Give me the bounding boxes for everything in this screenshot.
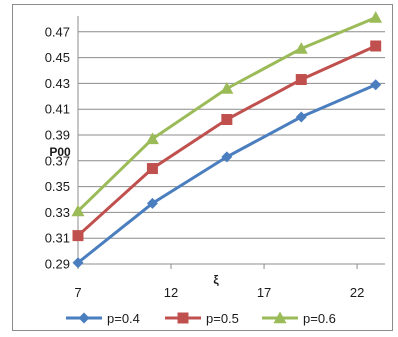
legend-label: p=0.5 [206,311,239,326]
y-tick-label: 0.41 [45,102,70,117]
data-point [370,40,382,52]
data-point [72,230,84,242]
legend-marker [177,312,189,324]
y-tick-label: 0.35 [45,179,70,194]
y-tick-label: 0.37 [45,153,70,168]
data-point [145,132,159,145]
y-tick-label: 0.39 [45,128,70,143]
y-tick-label: 0.45 [45,50,70,65]
data-point [294,42,308,54]
data-point [220,82,234,94]
data-point [71,204,85,217]
y-tick-label: 0.47 [45,24,70,39]
data-point [221,151,233,163]
x-tick-label: 17 [257,285,271,300]
data-point [146,197,158,209]
x-axis-title: ξ [213,273,219,287]
legend-marker [273,311,287,324]
data-point [221,114,233,126]
series-line [78,44,377,237]
x-tick-label: 12 [164,285,178,300]
data-point [146,163,158,175]
series-line [78,83,377,264]
y-axis-title: P00 [49,145,71,159]
y-tick-label: 0.31 [45,231,70,246]
legend-label: p=0.4 [107,311,140,326]
x-tick-label: 7 [74,285,81,300]
data-point [295,111,307,123]
y-tick-label: 0.29 [45,257,70,272]
y-tick-label: 0.43 [45,76,70,91]
data-point [370,79,382,91]
x-tick-label: 22 [350,285,364,300]
data-point [369,11,383,23]
legend-label: p=0.6 [303,311,336,326]
data-point [72,257,84,269]
chart-frame [12,4,393,331]
data-point [295,74,307,86]
legend-marker [78,312,90,324]
y-tick-label: 0.33 [45,205,70,220]
